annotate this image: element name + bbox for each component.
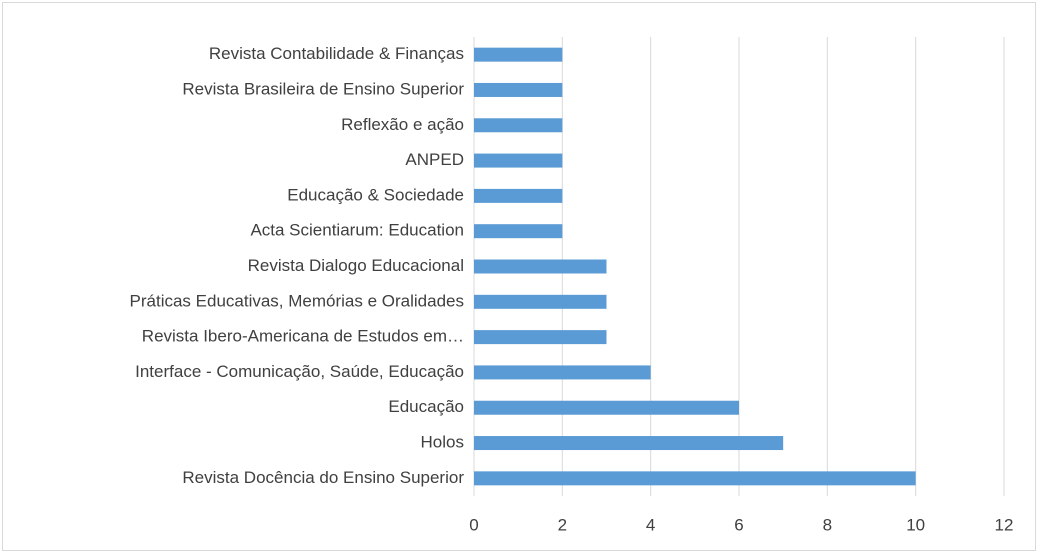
bar — [474, 47, 563, 62]
bar — [474, 294, 607, 309]
y-tick-label: Acta Scientiarum: Education — [250, 221, 464, 240]
bar — [474, 436, 784, 451]
y-tick-label: Holos — [421, 433, 464, 452]
bar — [474, 259, 607, 274]
x-tick-label: 8 — [823, 515, 832, 534]
x-tick-label: 12 — [995, 515, 1014, 534]
bar — [474, 330, 607, 345]
y-tick-label: Revista Ibero-Americana de Estudos em… — [142, 327, 464, 346]
y-tick-label: Práticas Educativas, Memórias e Oralidad… — [130, 291, 464, 310]
y-tick-label: Revista Contabilidade & Finanças — [209, 44, 464, 63]
bar — [474, 82, 563, 97]
x-tick-label: 0 — [469, 515, 478, 534]
y-tick-label: Reflexão e ação — [341, 115, 464, 134]
y-tick-label: Revista Docência do Ensino Superior — [182, 468, 464, 487]
y-tick-label: Educação — [388, 397, 464, 416]
x-tick-label: 6 — [734, 515, 743, 534]
x-tick-label: 4 — [646, 515, 655, 534]
y-tick-label: ANPED — [405, 150, 464, 169]
bar — [474, 188, 563, 203]
x-tick-label: 2 — [558, 515, 567, 534]
bar — [474, 400, 739, 415]
y-tick-label: Educação & Sociedade — [287, 185, 464, 204]
y-tick-label: Revista Dialogo Educacional — [248, 256, 464, 275]
y-tick-label: Revista Brasileira de Ensino Superior — [182, 79, 464, 98]
bar — [474, 118, 563, 133]
y-tick-label: Interface - Comunicação, Saúde, Educação — [135, 362, 464, 381]
bar — [474, 471, 916, 486]
bar — [474, 365, 651, 380]
x-tick-label: 10 — [906, 515, 925, 534]
bar — [474, 153, 563, 168]
bar — [474, 224, 563, 239]
